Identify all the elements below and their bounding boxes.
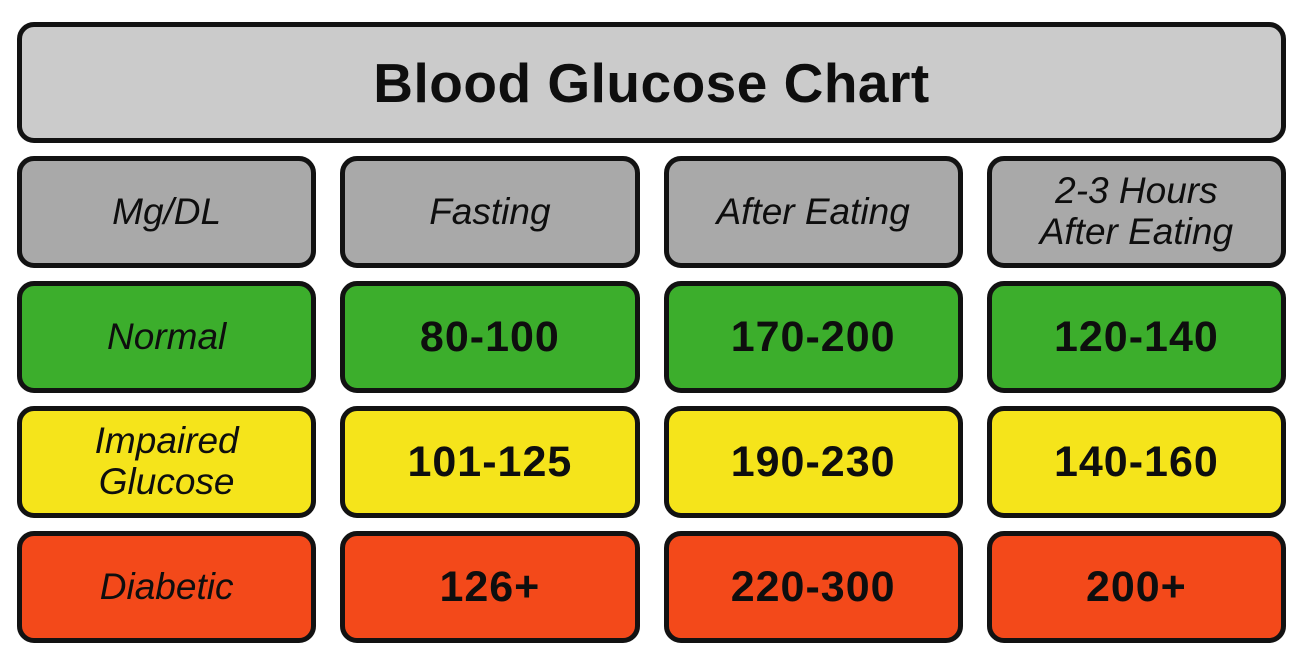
header-cell-fasting: Fasting [340, 156, 640, 268]
header-cell-mgdl: Mg/DL [17, 156, 317, 268]
row-impaired-glucose-label: Impaired Glucose [17, 406, 317, 518]
cell-diabetic-2-3-hours: 200+ [986, 531, 1286, 643]
header-cell-after-eating: After Eating [663, 156, 963, 268]
blood-glucose-chart: Blood Glucose Chart Mg/DL Fasting After … [17, 22, 1286, 643]
cell-impaired-2-3-hours: 140-160 [986, 406, 1286, 518]
cell-normal-2-3-hours: 120-140 [986, 281, 1286, 393]
header-cell-2-3-hours-after-eating: 2-3 Hours After Eating [986, 156, 1286, 268]
row-diabetic-label: Diabetic [17, 531, 317, 643]
row-normal-label: Normal [17, 281, 317, 393]
cell-diabetic-fasting: 126+ [340, 531, 640, 643]
cell-impaired-fasting: 101-125 [340, 406, 640, 518]
cell-normal-after-eating: 170-200 [663, 281, 963, 393]
cell-impaired-after-eating: 190-230 [663, 406, 963, 518]
glucose-table: Mg/DL Fasting After Eating 2-3 Hours Aft… [17, 156, 1286, 643]
cell-diabetic-after-eating: 220-300 [663, 531, 963, 643]
cell-normal-fasting: 80-100 [340, 281, 640, 393]
chart-title: Blood Glucose Chart [17, 22, 1286, 143]
